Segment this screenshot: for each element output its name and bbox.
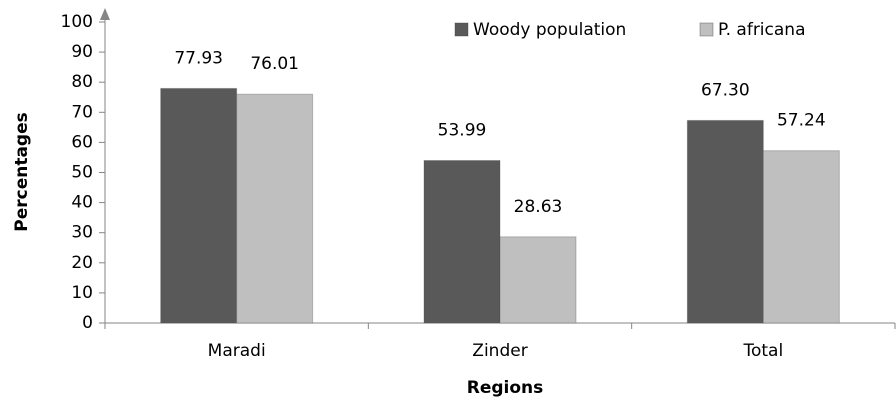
bar [762, 150, 840, 324]
bar [236, 93, 314, 324]
x-tick-label: Total [742, 341, 783, 361]
y-tick-label: 10 [71, 283, 93, 303]
y-tick-label: 100 [61, 12, 93, 32]
bar [423, 159, 501, 324]
y-tick-label: 20 [71, 253, 93, 273]
value-label: 76.01 [250, 54, 299, 74]
y-tick-label: 80 [71, 72, 93, 92]
value-label: 77.93 [174, 48, 223, 68]
legend-swatch [699, 22, 714, 37]
y-tick-label: 40 [71, 193, 93, 213]
value-label: 28.63 [514, 197, 563, 217]
y-tick-label: 90 [71, 42, 93, 62]
x-tick-label: Zinder [472, 341, 527, 361]
legend-swatch [454, 22, 469, 37]
legend-label: Woody population [473, 20, 626, 40]
y-tick-label: 50 [71, 163, 93, 183]
value-label: 53.99 [438, 120, 487, 140]
value-label: 67.30 [701, 80, 750, 100]
y-tick-label: 60 [71, 132, 93, 152]
bar [686, 119, 764, 324]
y-tick-label: 0 [82, 313, 93, 333]
y-tick-label: 30 [71, 223, 93, 243]
value-label: 57.24 [777, 111, 826, 131]
bar [499, 236, 577, 324]
x-axis-label: Regions [467, 378, 544, 398]
bar [160, 87, 238, 324]
axis-arrow [100, 8, 110, 20]
y-axis-label: Percentages [12, 112, 32, 232]
legend-label: P. africana [718, 20, 805, 40]
y-tick-label: 70 [71, 102, 93, 122]
x-tick-label: Maradi [208, 341, 266, 361]
